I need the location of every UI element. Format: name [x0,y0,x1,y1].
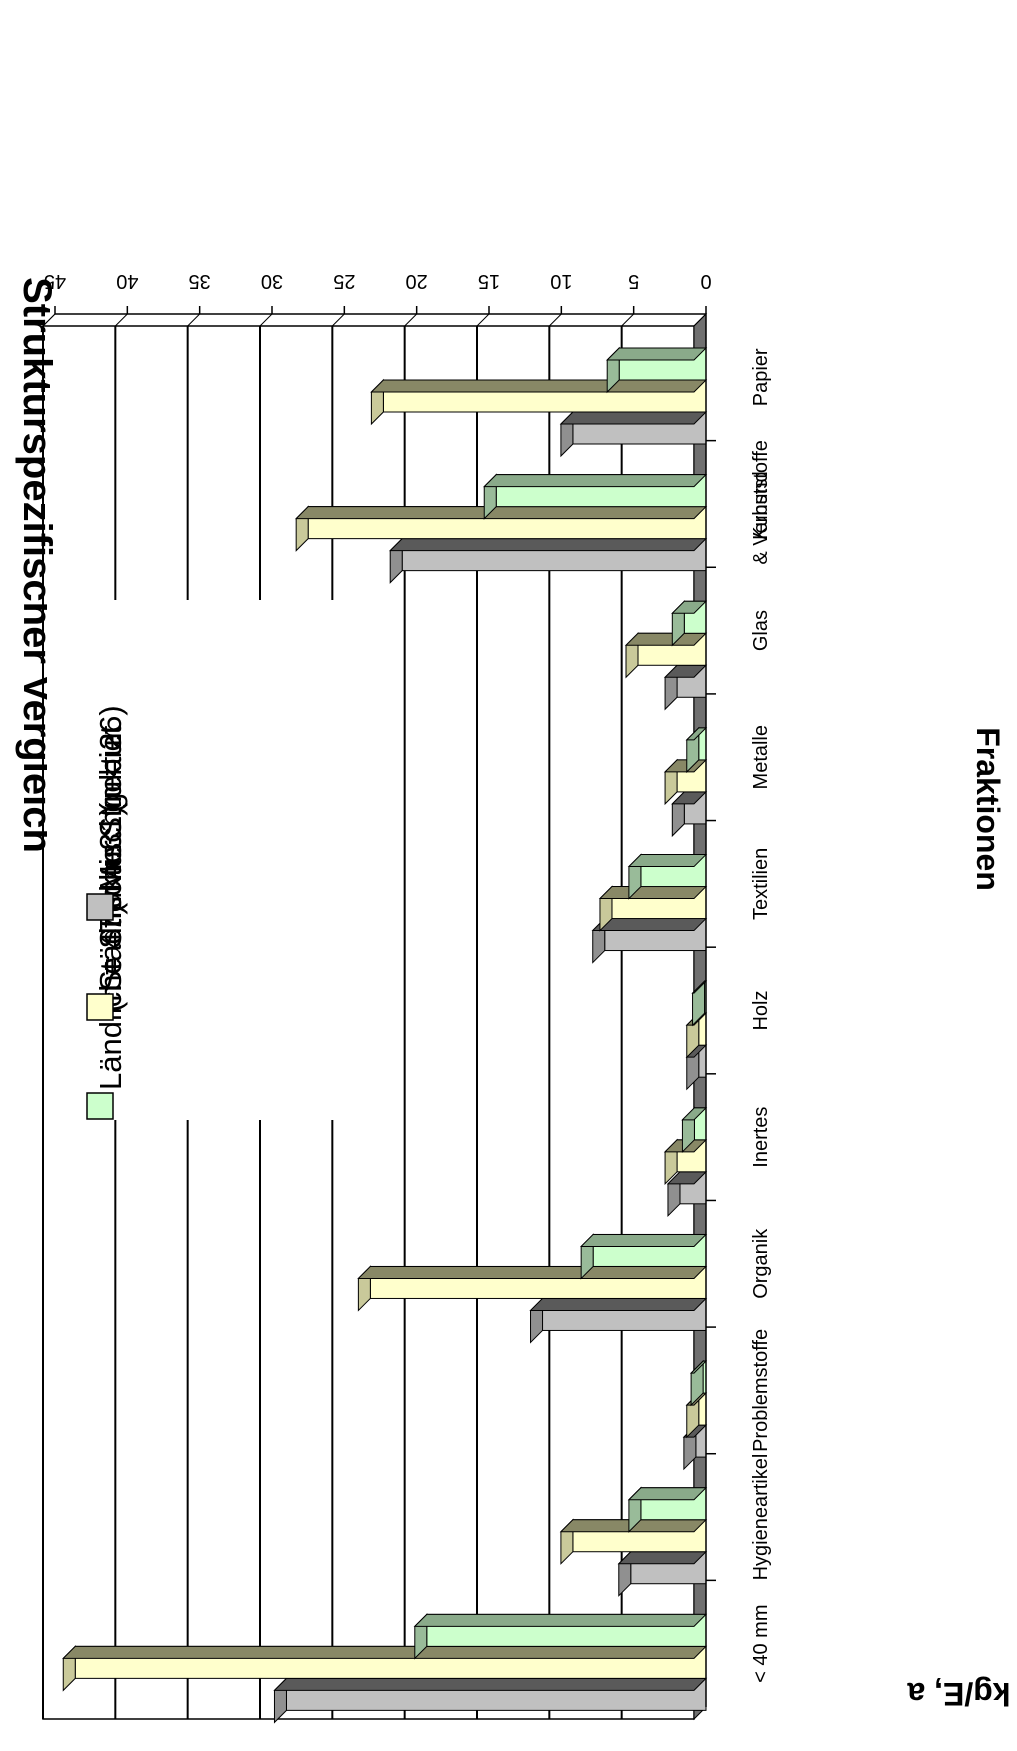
legend-label: (n = 26) [93,705,128,813]
bar [388,537,708,584]
bar [559,1518,708,1565]
bar-side [617,1551,708,1565]
bar [627,853,708,900]
bar [671,790,708,838]
gridline-side [548,313,562,327]
bar-side [529,1297,708,1311]
bar-side [579,1233,708,1247]
x-tick-label: Metalle [750,725,772,789]
bar-side [605,347,708,361]
bar [605,346,708,394]
bar-side [598,886,708,900]
plot-wall-side [41,313,708,327]
x-tick-label: Papier [750,348,772,406]
bar [627,1486,708,1533]
legend: Ländliche Struktur(n = 47)Städtische Str… [47,600,397,1120]
bar [413,1613,708,1660]
gridline-side [331,313,345,327]
bar [579,1233,708,1280]
bar-side [62,1645,708,1659]
x-tick-label: Textilien [750,848,772,920]
y-tick-label: 15 [478,270,500,292]
bar-side [627,1487,708,1501]
legend-swatch [86,893,114,921]
bar [663,664,708,711]
bar-side [671,600,708,614]
bar-side [294,506,708,520]
bar-side [689,1360,708,1374]
bar [591,917,708,964]
legend-label: Ländliche Struktur [93,840,128,1090]
x-tick-label: < 40 mm [750,1605,772,1683]
bar [357,1265,708,1312]
bar [370,378,708,426]
x-tick-label: & Verbund [750,471,772,564]
bar [529,1297,708,1344]
gridline-side [114,313,128,327]
bar-side [483,474,708,488]
bar-side [681,1107,708,1121]
bar [624,632,708,679]
bar-side [370,379,708,393]
bar [685,726,708,774]
bar [671,600,708,647]
legend-label: Städtische Struktur [93,729,128,991]
bar [681,1106,708,1154]
bar-side [627,854,708,868]
bar-side [357,1265,708,1279]
y-tick-label: 30 [261,270,283,292]
bar-side [624,632,708,646]
y-tick-label: 10 [550,270,572,292]
y-tick-label: 0 [700,270,711,292]
x-tick-label: Glas [750,610,772,651]
bar [483,473,708,520]
legend-box [47,600,397,1120]
bar [62,1645,708,1692]
gridline-side [476,313,490,327]
x-tick-label: Kunststoffe [750,440,772,540]
bar-side [559,411,708,425]
bar [617,1550,708,1597]
bar [685,1043,708,1091]
legend-label: Mischgebiet [93,725,128,891]
bar-side [691,980,708,994]
gridline-side [259,313,273,327]
legend-swatch [86,1092,114,1120]
y-tick-label: 25 [333,270,355,292]
y-axis-title: kg/E, a [907,1676,1010,1712]
legend-swatch [86,993,114,1021]
x-tick-label: Holz [750,990,772,1030]
gridline-side [42,313,56,327]
gridline-side [404,313,418,327]
gridline-side [621,313,635,327]
bar-side [685,727,708,741]
bar-side [273,1677,708,1691]
x-tick-label: Hygieneartikel [750,1454,772,1581]
y-tick-label: 5 [628,270,639,292]
bar-side [413,1613,708,1627]
y-tick-label: 45 [44,270,66,292]
x-tick-label: Organik [750,1228,772,1299]
bar-side [388,538,708,552]
y-tick-label: 20 [406,270,428,292]
gridline-side [187,313,201,327]
x-tick-label: Inertes [750,1107,772,1168]
y-tick-label: 35 [189,270,211,292]
bar [559,410,708,458]
x-axis-title: Fraktionen [970,727,1006,891]
gridline-side [693,313,707,327]
x-tick-label: Problemstoffe [750,1329,772,1452]
y-tick-label: 40 [116,270,138,292]
bar [294,505,708,552]
